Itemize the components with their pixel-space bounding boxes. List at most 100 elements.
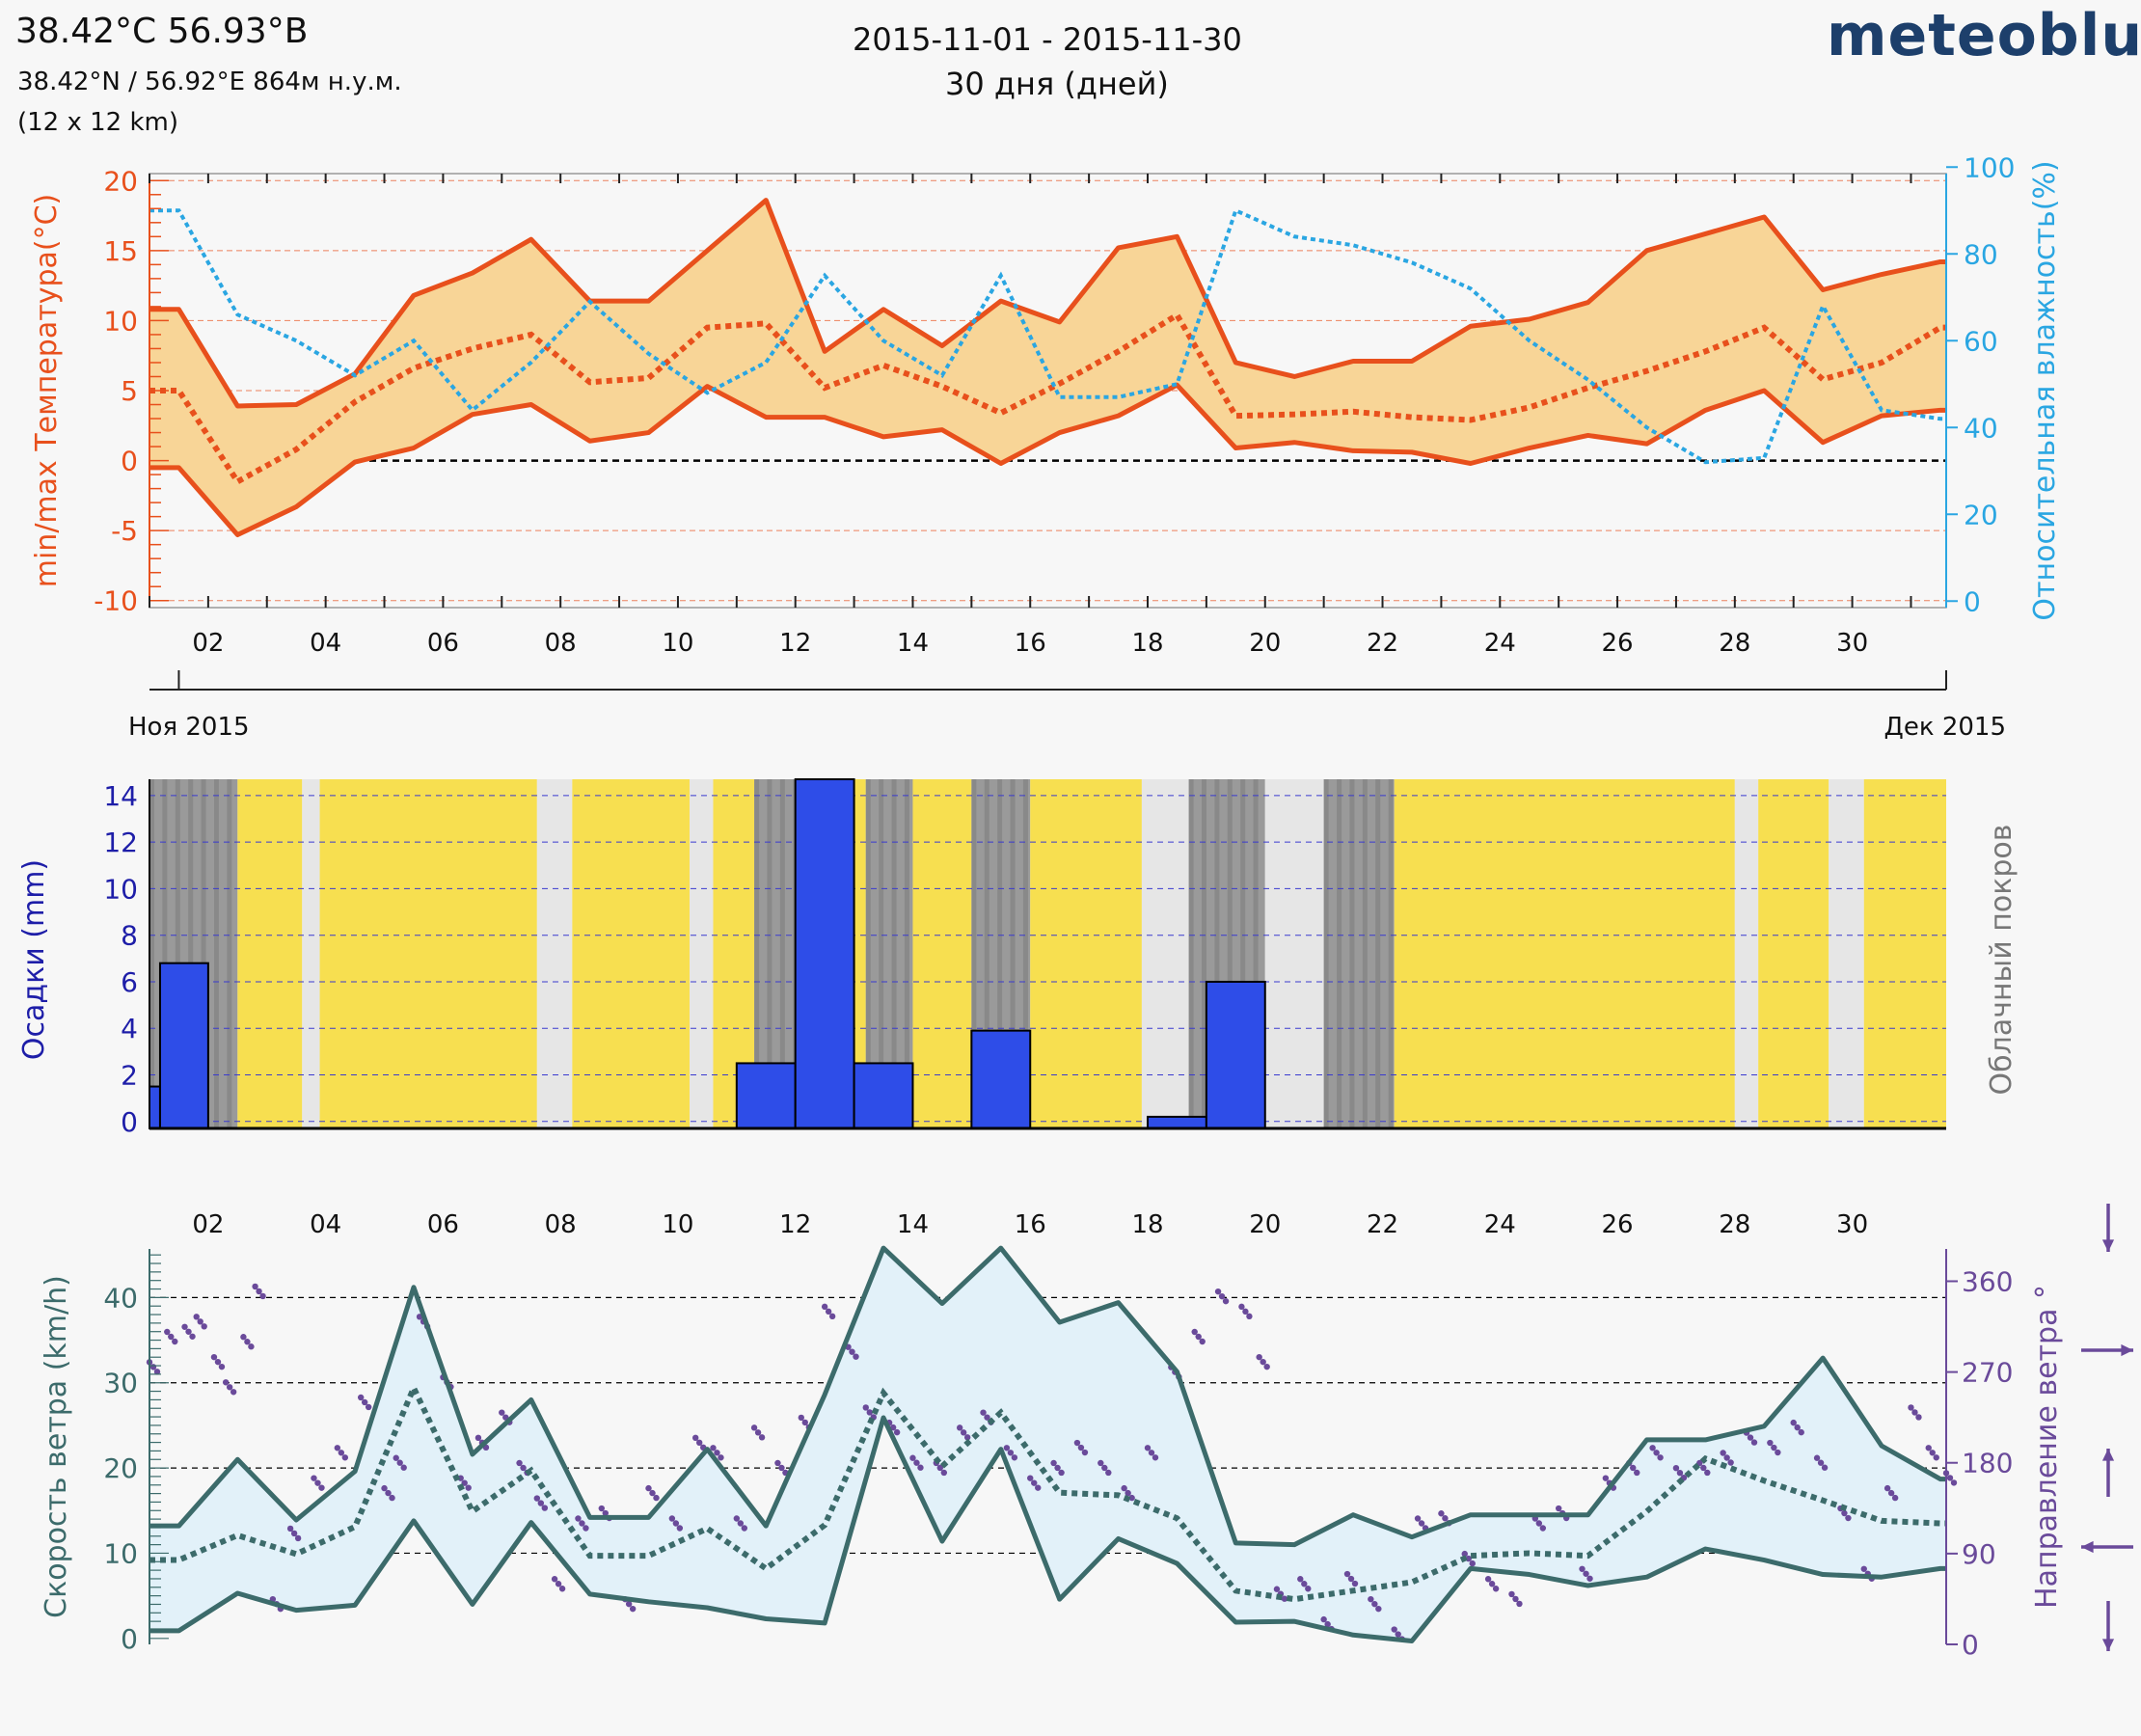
cloud-cover-band <box>1829 779 1864 1128</box>
wind-direction-point <box>520 1464 527 1472</box>
wind-direction-point <box>1121 1484 1127 1492</box>
precip-bar <box>735 1062 797 1129</box>
cloud-cover-streak <box>1214 779 1220 1128</box>
temperature-range-fill <box>149 200 1946 535</box>
date-tick-label: 30 <box>1836 629 1868 658</box>
grid-resolution: (12 x 12 km) <box>17 108 179 137</box>
humidity-tick-label: 100 <box>1964 151 2015 183</box>
wind-direction-point <box>1845 1514 1852 1522</box>
cloud-cover-band <box>690 779 714 1128</box>
wind-direction-point <box>828 1313 836 1320</box>
wind-direction-point <box>1653 1450 1660 1456</box>
wind-date-tick-label: 08 <box>545 1210 577 1239</box>
wind-direction-axis-title: Направление ветра ° <box>2030 1285 2064 1609</box>
wind-direction-point <box>1148 1450 1155 1456</box>
wind-direction-point <box>1649 1445 1656 1451</box>
wind-direction-point <box>575 1515 582 1522</box>
wind-direction-point <box>1368 1595 1374 1603</box>
precip-bar <box>794 778 855 1129</box>
precip-bar <box>158 962 209 1129</box>
wind-direction-point <box>853 1353 859 1360</box>
wind-direction-point <box>774 1459 781 1467</box>
wind-direction-point <box>1073 1439 1081 1447</box>
wind-direction-point <box>256 1288 262 1295</box>
cloud-cover-band <box>302 779 320 1128</box>
wind-direction-point <box>1007 1450 1015 1456</box>
wind-direction-point <box>226 1384 233 1391</box>
wind-direction-point <box>913 1459 920 1466</box>
wind-direction-point <box>1841 1509 1848 1517</box>
wind-direction-point <box>1305 1586 1312 1592</box>
wind-direction-point <box>1438 1510 1445 1517</box>
cloud-cover-streak <box>1362 779 1368 1128</box>
humidity-tick-label: 80 <box>1964 238 1998 270</box>
cloud-cover-streak <box>1022 779 1028 1128</box>
wind-direction-point <box>1535 1520 1543 1527</box>
wind-direction-point <box>889 1424 897 1431</box>
wind-direction-point <box>750 1424 758 1431</box>
wind-direction-point <box>341 1454 349 1461</box>
cloud-cover-streak <box>971 779 977 1128</box>
wind-direction-point <box>1704 1469 1711 1477</box>
wind-direction-point <box>533 1495 541 1502</box>
wind-direction-point <box>164 1328 171 1336</box>
wind-direction-point <box>1555 1505 1562 1512</box>
wind-direction-point <box>314 1479 321 1486</box>
wind-date-tick-label: 06 <box>427 1210 459 1239</box>
precip-bar <box>853 1062 914 1129</box>
wind-direction-point <box>1195 1333 1202 1341</box>
wind-direction-point <box>537 1500 545 1506</box>
humidity-tick-label: 20 <box>1964 499 1998 530</box>
meteoblue-logo[interactable]: meteoblue <box>1827 2 2141 69</box>
cloud-cover-band <box>319 779 537 1128</box>
wind-direction-point <box>963 1434 971 1441</box>
wind-direction-point <box>541 1505 549 1511</box>
wind-direction-point <box>389 1494 395 1502</box>
wind-direction-point <box>558 1586 566 1592</box>
wind-direction-point <box>1395 1631 1401 1638</box>
wind-direction-point <box>516 1459 523 1467</box>
wind-direction-point <box>1105 1469 1112 1477</box>
wind-direction-point <box>244 1339 251 1345</box>
wind-direction-point <box>290 1530 298 1537</box>
date-tick-label: 02 <box>192 629 224 658</box>
wind-direction-point <box>1297 1576 1304 1583</box>
wind-speed-axis-title: Скорость ветра (km/h) <box>40 1275 73 1618</box>
wind-direction-point <box>1915 1414 1922 1421</box>
wind-direction-point <box>1512 1595 1519 1603</box>
wind-direction-point <box>645 1484 652 1492</box>
wind-direction-point <box>311 1475 317 1481</box>
coordinates-altitude: 38.42°N / 56.92°E 864м н.у.м. <box>17 68 402 96</box>
wind-direction-point <box>181 1323 188 1330</box>
wind-direction-point <box>1747 1434 1754 1441</box>
wind-direction-point <box>862 1404 869 1411</box>
wind-date-tick-label: 24 <box>1484 1210 1516 1239</box>
wind-direction-point <box>318 1484 325 1491</box>
wind-direction-point <box>1246 1313 1253 1320</box>
wind-direction-point <box>653 1494 660 1502</box>
wind-direction-point <box>457 1475 464 1481</box>
wind-direction-point <box>1214 1288 1222 1295</box>
cloud-cover-streak <box>227 779 232 1128</box>
cloud-cover-streak <box>879 779 884 1128</box>
date-tick-label: 10 <box>662 629 693 658</box>
cloud-cover-band <box>1323 779 1395 1128</box>
wind-direction-point <box>400 1464 407 1471</box>
precip-tick-label: 6 <box>121 966 138 998</box>
wind-direction-point <box>1442 1515 1449 1522</box>
wind-direction-point <box>197 1318 203 1325</box>
precip-tick-label: 0 <box>121 1106 138 1138</box>
cloud-cover-band <box>1141 779 1189 1128</box>
wind-direction-point <box>1256 1353 1262 1361</box>
wind-direction-point <box>1771 1444 1777 1451</box>
temp-tick-label: 10 <box>103 305 138 337</box>
wind-direction-point <box>1011 1454 1018 1461</box>
cloud-cover-streak <box>1240 779 1246 1128</box>
precip-tick-label: 2 <box>121 1059 138 1091</box>
date-tick-label: 20 <box>1249 629 1281 658</box>
wind-direction-point <box>1199 1338 1206 1345</box>
wind-direction-point <box>1516 1600 1523 1608</box>
wind-direction-point <box>798 1414 804 1422</box>
cloud-cover-streak <box>904 779 909 1128</box>
wind-date-tick-label: 28 <box>1719 1210 1750 1239</box>
